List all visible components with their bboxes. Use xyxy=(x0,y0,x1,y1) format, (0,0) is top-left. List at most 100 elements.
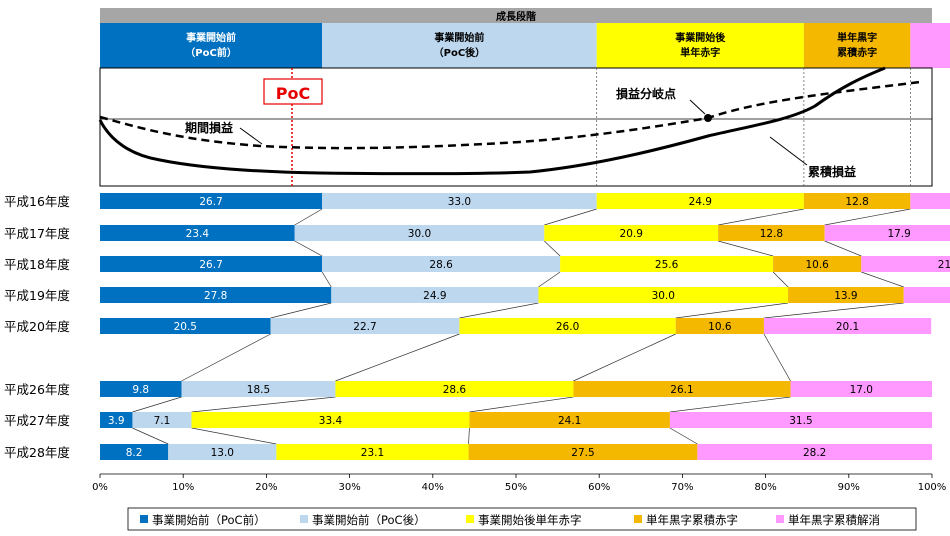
year-label: 平成27年度 xyxy=(4,413,70,428)
stage-label-line2: 単年赤字 xyxy=(680,46,720,59)
poc-label-box xyxy=(263,78,323,105)
series-connector xyxy=(132,396,182,413)
series-connector xyxy=(181,333,271,382)
bar-segment xyxy=(181,381,336,397)
x-tick-label: 70% xyxy=(671,482,693,493)
bar-value-label: 20.1 xyxy=(836,321,859,333)
series-connector xyxy=(469,396,574,413)
bar-segment xyxy=(322,193,597,209)
series-connector xyxy=(294,240,323,257)
bar-value-label: 28.6 xyxy=(443,384,467,396)
bar-segment xyxy=(294,225,545,241)
legend-swatch xyxy=(140,515,148,523)
bar-segment xyxy=(100,256,323,272)
stacked-bars: 26.733.024.912.817.923.430.020.912.817.9… xyxy=(100,193,950,460)
bar-value-label: 13.0 xyxy=(211,447,234,459)
bar-segment xyxy=(100,318,271,334)
bar-segment xyxy=(100,225,295,241)
series-connector xyxy=(824,208,911,226)
year-label: 平成16年度 xyxy=(4,194,70,209)
bar-value-label: 12.8 xyxy=(760,228,783,240)
bar-value-label: 10.6 xyxy=(708,321,732,333)
bar-value-label: 24.9 xyxy=(423,290,446,302)
x-tick-label: 10% xyxy=(172,482,194,493)
bar-connectors xyxy=(132,208,911,445)
bar-segment xyxy=(459,318,676,334)
stage-label-line2: （PoC前） xyxy=(185,46,237,59)
series-connector xyxy=(294,208,323,226)
series-connector xyxy=(191,427,277,445)
series-connector xyxy=(772,271,789,288)
stage-header-title: 成長段階 xyxy=(496,10,536,23)
stage-box xyxy=(322,23,597,68)
series-connector xyxy=(763,302,904,319)
stage-label-line1: 単年黒字 xyxy=(837,31,877,44)
bar-segment xyxy=(100,444,169,460)
stage-header-bar xyxy=(100,8,932,23)
period-profit-curve xyxy=(99,80,921,150)
bar-segment xyxy=(469,412,670,428)
bar-segment xyxy=(132,412,192,428)
bar-value-label: 8.2 xyxy=(126,447,143,459)
bar-segment xyxy=(468,444,698,460)
series-connector xyxy=(459,302,539,319)
legend-swatch xyxy=(300,515,308,523)
bar-value-label: 12.8 xyxy=(845,196,868,208)
legend-label: 単年黒字累積赤字 xyxy=(646,513,738,527)
series-connector xyxy=(132,427,169,445)
series-connector xyxy=(718,240,774,257)
series-connector xyxy=(718,208,804,226)
x-tick-label: 60% xyxy=(588,482,610,493)
bar-value-label: 23.1 xyxy=(361,447,384,459)
stage-boxes: 事業開始前（PoC前）事業開始前（PoC後）事業開始後単年赤字単年黒字累積赤字単… xyxy=(100,23,950,68)
breakeven-point xyxy=(704,114,712,122)
series-connector xyxy=(468,427,470,445)
series-connector xyxy=(861,271,904,288)
series-connector xyxy=(538,271,561,288)
stage-box xyxy=(100,23,323,68)
year-label: 平成20年度 xyxy=(4,319,70,334)
bar-value-label: 10.6 xyxy=(805,259,829,271)
bar-value-label: 30.0 xyxy=(652,290,675,302)
bar-value-label: 31.5 xyxy=(789,415,812,427)
year-label: 平成19年度 xyxy=(4,288,70,303)
stage-label-line2: 累積赤字 xyxy=(837,46,877,59)
bar-segment xyxy=(560,256,774,272)
bar-segment xyxy=(100,381,182,397)
year-label: 平成18年度 xyxy=(4,257,70,272)
series-connector xyxy=(824,240,862,257)
series-connector xyxy=(763,333,791,382)
legend-frame xyxy=(127,507,917,531)
series-connector xyxy=(669,396,791,413)
series-connector xyxy=(544,208,597,226)
bar-segment xyxy=(270,318,460,334)
legend-label: 事業開始後単年赤字 xyxy=(478,513,582,527)
bar-value-label: 20.5 xyxy=(174,321,197,333)
legend: 事業開始前（PoC前） 事業開始前（PoC後） 事業開始後単年赤字 単年黒字累積赤字 単… xyxy=(127,507,917,531)
bar-value-label: 26.7 xyxy=(199,259,222,271)
bar-segment xyxy=(276,444,469,460)
breakeven-label: 損益分岐点 xyxy=(616,86,676,101)
bar-value-label: 26.0 xyxy=(556,321,579,333)
series-connector xyxy=(675,302,789,319)
legend-swatch xyxy=(776,515,784,523)
legend-items: 事業開始前（PoC前） 事業開始前（PoC後） 事業開始後単年赤字 単年黒字累積赤字 単… xyxy=(140,513,880,527)
x-tick-label: 50% xyxy=(505,482,527,493)
legend-label: 単年黒字累積解消 xyxy=(788,513,880,527)
cumulative-profit-label: 累積損益 xyxy=(808,164,856,179)
x-tick-label: 30% xyxy=(338,482,360,493)
period-profit-leader xyxy=(239,127,263,145)
series-connector xyxy=(669,427,698,445)
year-label: 平成17年度 xyxy=(4,226,70,241)
bar-segment xyxy=(596,193,804,209)
bar-value-label: 24.1 xyxy=(558,415,581,427)
year-label: 平成28年度 xyxy=(4,445,70,460)
series-connector xyxy=(191,396,336,413)
stage-box xyxy=(596,23,804,68)
stage-label-line1: 事業開始前 xyxy=(186,31,236,44)
bar-value-label: 24.9 xyxy=(689,196,712,208)
stage-box xyxy=(803,23,911,68)
bar-value-label: 17.0 xyxy=(850,384,873,396)
legend-label: 事業開始前（PoC後） xyxy=(312,513,426,527)
